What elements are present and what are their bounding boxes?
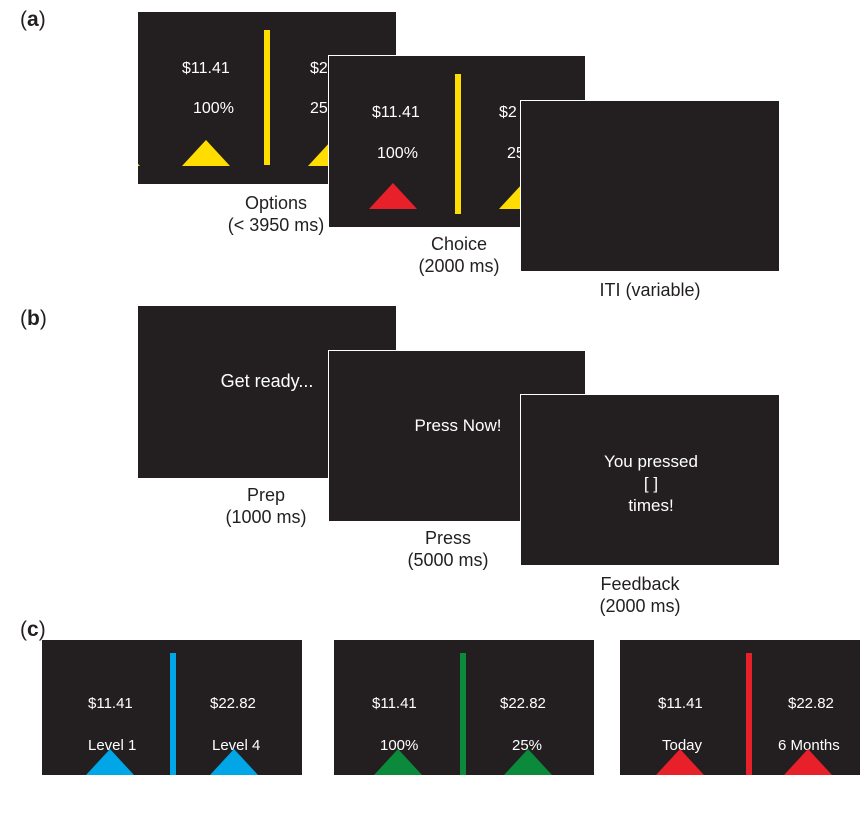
choice-divider	[455, 74, 461, 214]
choice-caption: Choice (2000 ms)	[418, 234, 500, 276]
level-screen: $11.41 Level 1 $22.82 Level 4	[42, 640, 302, 775]
options-left-level: 100%	[193, 100, 234, 117]
level-divider	[170, 653, 176, 775]
options-left-amount: $11.41	[182, 60, 230, 77]
level-right-triangle-icon	[210, 749, 258, 775]
probability-screen: $11.41 100% $22.82 25%	[334, 640, 594, 775]
probability-divider	[460, 653, 466, 775]
level-left-triangle-icon	[86, 749, 134, 775]
prep-message: Get ready...	[220, 371, 314, 391]
probability-left-amount: $11.41	[372, 695, 417, 712]
choice-left-triangle-icon	[369, 183, 417, 209]
feedback-caption: Feedback (2000 ms)	[599, 574, 681, 616]
press-caption: Press (5000 ms)	[407, 528, 489, 570]
panel-c-label: (c)	[20, 618, 46, 641]
delay-right-triangle-icon	[784, 749, 832, 775]
feedback-screen: You pressed [ ] times!	[520, 394, 780, 566]
options-divider	[264, 30, 270, 165]
prep-caption: Prep (1000 ms)	[225, 485, 307, 527]
level-right-amount: $22.82	[210, 695, 256, 712]
probability-left-triangle-icon	[374, 749, 422, 775]
choice-left-amount: $11.41	[372, 104, 420, 121]
choice-left-level: 100%	[377, 145, 418, 162]
panel-b-label: (b)	[20, 307, 47, 330]
delay-screen: $11.41 Today $22.82 6 Months	[620, 640, 860, 775]
probability-right-triangle-icon	[504, 749, 552, 775]
press-message: Press Now!	[414, 416, 502, 435]
feedback-message: You pressed [ ] times!	[604, 452, 698, 515]
iti-screen	[520, 100, 780, 272]
level-left-amount: $11.41	[88, 695, 133, 712]
options-left-triangle-icon	[182, 140, 230, 166]
options-caption: Options (< 3950 ms)	[227, 193, 325, 235]
options-edge-triangle-icon	[138, 140, 140, 166]
delay-left-amount: $11.41	[658, 695, 703, 712]
panel-a-label: (a)	[20, 8, 46, 31]
delay-left-triangle-icon	[656, 749, 704, 775]
choice-right-amount: $2	[499, 104, 517, 121]
iti-caption: ITI (variable)	[599, 280, 701, 300]
delay-right-amount: $22.82	[788, 695, 834, 712]
options-right-level: 25	[310, 100, 328, 117]
delay-divider	[746, 653, 752, 775]
probability-right-amount: $22.82	[500, 695, 546, 712]
choice-screen: $11.41 100% $2 25	[328, 55, 586, 228]
